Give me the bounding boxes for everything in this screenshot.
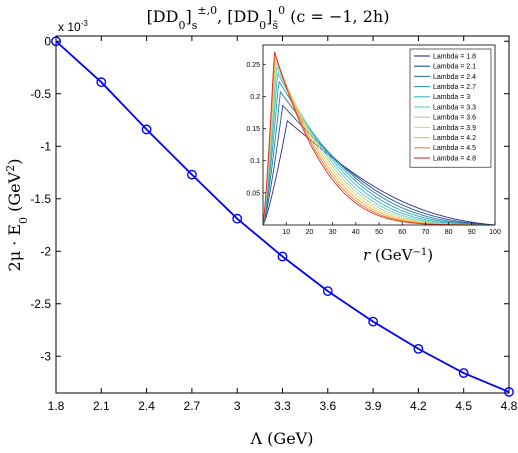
- y-tick-label: -1.5: [30, 192, 51, 206]
- y-tick-label: -1: [40, 139, 51, 153]
- data-point: [186, 169, 197, 180]
- data-point: [96, 77, 107, 88]
- inset-x-tick-label: 70: [422, 229, 430, 236]
- x-tick-label: 3.6: [319, 399, 336, 413]
- y-tick-label: -2: [40, 244, 51, 258]
- chart-title: [DD0]s±,0, [DD0]s̄0 (c = −1, 2h): [147, 4, 390, 32]
- legend-entry: Lambda = 3.3: [433, 104, 476, 111]
- inset-y-tick-label: 0.2: [250, 94, 260, 101]
- inset-x-tick-label: 20: [306, 229, 314, 236]
- data-point: [413, 343, 424, 354]
- x-tick-label: 1.8: [48, 399, 65, 413]
- x-tick-label: 2.7: [184, 399, 201, 413]
- inset-x-tick-label: 10: [282, 229, 290, 236]
- x-tick-label: 4.5: [455, 399, 472, 413]
- y-tick-label: 0: [44, 34, 51, 48]
- legend-entry: Lambda = 2.1: [433, 64, 476, 71]
- legend-entry: Lambda = 2.7: [433, 84, 476, 91]
- x-tick-label: 3.3: [274, 399, 291, 413]
- y-tick-label: -0.5: [30, 87, 51, 101]
- y-tick-label: -2.5: [30, 297, 51, 311]
- inset-x-tick-label: 60: [398, 229, 406, 236]
- legend-entry: Lambda = 3.6: [433, 115, 476, 122]
- x-tick-label: 2.1: [93, 399, 110, 413]
- data-point: [141, 124, 152, 135]
- legend-entry: Lambda = 4.5: [433, 145, 476, 152]
- inset-x-tick-label: 30: [329, 229, 337, 236]
- inset-x-tick-label: 50: [375, 229, 383, 236]
- main-series: [51, 36, 514, 397]
- x-axis-label: Λ (GeV): [250, 429, 314, 448]
- inset-x-axis-label: r (GeV−1): [363, 246, 433, 264]
- inset-x-tick-label: 80: [445, 229, 453, 236]
- y-multiplier: x 10-3: [58, 19, 88, 34]
- legend-entry: Lambda = 4.2: [433, 135, 476, 142]
- data-point: [277, 251, 288, 262]
- inset-chart: 10 20 30 40 50 60 70 80 90 1000.050.10.150.20.25 …: [246, 44, 501, 264]
- inset-x-tick-label: 100: [489, 229, 501, 236]
- inset-x-tick-label: 40: [352, 229, 360, 236]
- main-ticks: 1.8 2.1 2.4 2.7 3 3.3 3.6 3.9 4.2 4.5 4.8 0 -0.5 -1 -1…: [30, 34, 517, 413]
- x-tick-label: 4.8: [501, 399, 518, 413]
- inset-ticks: 10 20 30 40 50 60 70 80 90 100 0.05 0.1 0.15 0.2 0.25: [246, 62, 501, 236]
- y-tick-label: -3: [40, 349, 51, 363]
- data-point: [322, 286, 333, 297]
- legend-entry: Lambda = 3.9: [433, 125, 476, 132]
- x-tick-label: 4.2: [410, 399, 427, 413]
- inset-y-tick-label: 0.05: [246, 190, 260, 197]
- legend-entry: Lambda = 1.8: [433, 53, 476, 60]
- data-point: [368, 316, 378, 327]
- inset-y-tick-label: 0.25: [246, 62, 260, 69]
- legend-entry: Lambda = 2.4: [433, 74, 476, 81]
- inset-legend: Lambda = 1.8 Lambda = 2.1 Lambda = 2.4 Lamb…: [409, 48, 492, 168]
- x-tick-label: 3: [234, 399, 241, 413]
- y-axis-label: 2μ · E0 (GeV2): [4, 159, 30, 272]
- data-point: [232, 213, 243, 224]
- x-tick-label: 3.9: [365, 399, 382, 413]
- inset-y-tick-label: 0.15: [246, 126, 260, 133]
- data-point: [504, 387, 514, 397]
- inset-y-tick-label: 0.1: [250, 158, 260, 165]
- legend-entry: Lambda = 3: [433, 94, 470, 101]
- data-point: [458, 368, 469, 378]
- inset-x-tick-label: 90: [468, 229, 476, 236]
- x-tick-label: 2.4: [138, 399, 155, 413]
- legend-entry: Lambda = 4.8: [433, 155, 476, 162]
- series-line: [55, 40, 510, 393]
- data-point: [51, 36, 61, 47]
- inset-series-line: [262, 120, 496, 226]
